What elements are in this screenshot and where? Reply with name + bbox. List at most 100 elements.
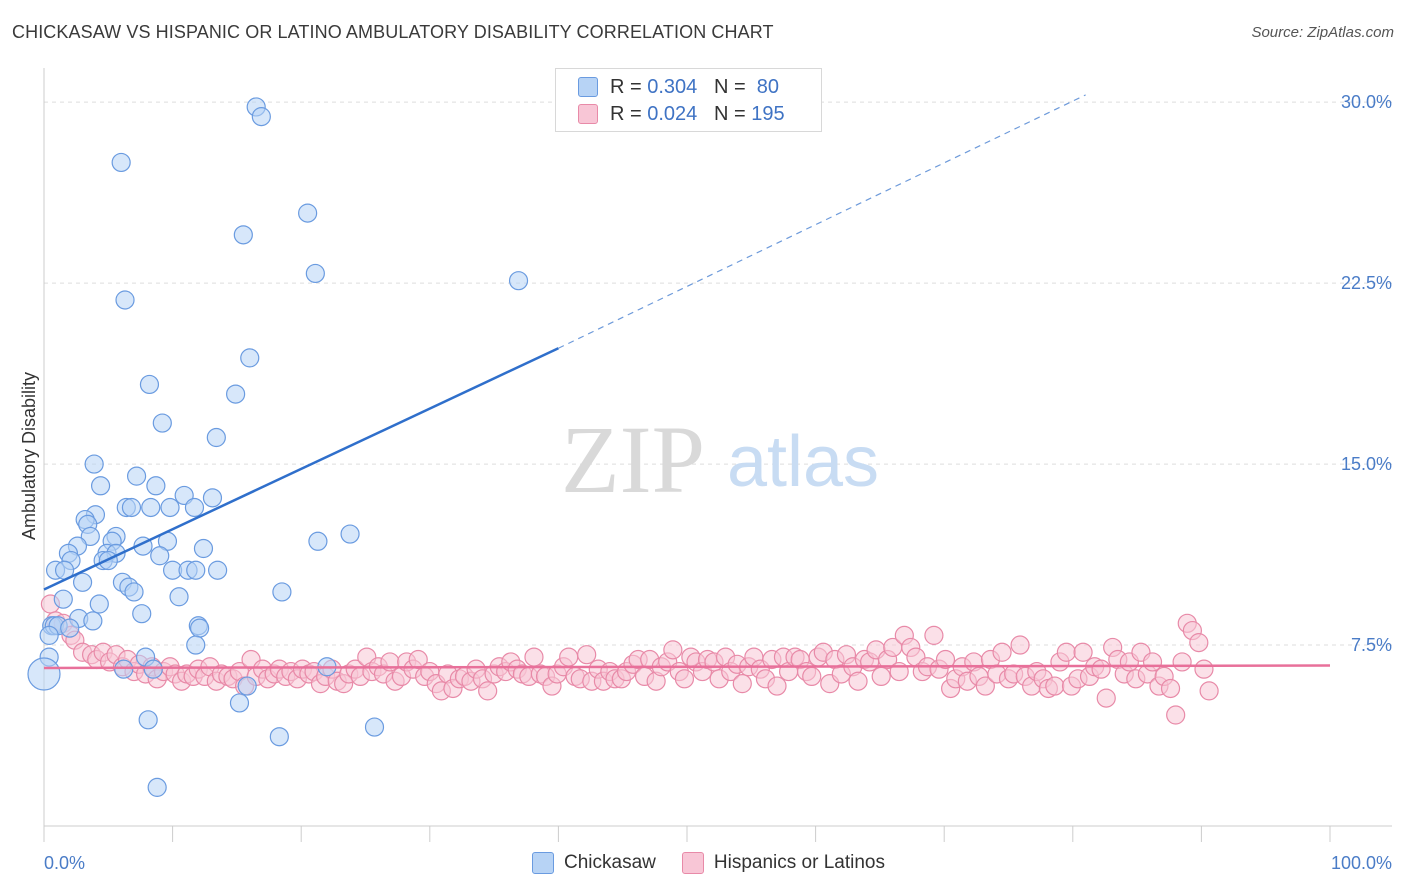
legend-swatch-hispanics <box>681 852 704 874</box>
axes <box>43 68 1392 842</box>
data-point-hispanics <box>1199 681 1219 701</box>
data-point-hispanics <box>1056 642 1076 662</box>
data-point-hispanics <box>1073 642 1093 662</box>
data-point-chickasaw <box>298 203 318 223</box>
legend-row-chickasaw: R = 0.304 N = 80 <box>578 74 779 100</box>
data-point-chickasaw <box>53 589 73 609</box>
data-point-hispanics <box>992 642 1012 662</box>
watermark-atlas: atlas <box>727 422 879 502</box>
data-point-chickasaw <box>364 717 385 737</box>
data-point-hispanics <box>524 647 544 667</box>
trend-lines <box>43 94 1331 670</box>
data-point-chickasaw <box>193 538 214 559</box>
data-point-hispanics <box>1189 633 1209 653</box>
series-chickasaw-points <box>27 97 529 797</box>
correlation-legend: R = 0.304 N = 80 R = 0.024 N = 195 <box>555 68 822 132</box>
data-point-chickasaw <box>190 618 210 638</box>
legend-r-value: 0.024 <box>647 102 698 125</box>
data-point-hispanics <box>1010 635 1030 655</box>
data-point-hispanics <box>1091 659 1111 679</box>
data-point-hispanics <box>1166 705 1186 725</box>
data-point-chickasaw <box>39 625 59 645</box>
legend-swatch-chickasaw <box>532 852 554 874</box>
data-point-hispanics <box>478 681 498 701</box>
legend-n-value: 195 <box>751 102 785 125</box>
data-point-hispanics <box>1142 652 1163 672</box>
trend-line-chickasaw <box>43 347 559 591</box>
data-point-chickasaw <box>124 582 144 602</box>
legend-n-value: 80 <box>756 75 780 98</box>
data-point-chickasaw <box>89 594 109 614</box>
data-point-chickasaw <box>233 225 253 245</box>
data-point-chickasaw <box>308 531 328 551</box>
data-point-chickasaw <box>226 384 246 404</box>
source-label: Source: ZipAtlas.com <box>1251 24 1394 41</box>
data-point-hispanics <box>1096 688 1116 708</box>
data-point-chickasaw <box>90 476 111 496</box>
data-point-chickasaw <box>60 618 80 638</box>
trend-line-hispanics <box>43 664 1331 670</box>
data-point-hispanics <box>848 671 868 691</box>
legend-swatch-pink <box>578 104 598 124</box>
data-point-chickasaw <box>240 348 260 368</box>
legend-item-hispanics: Hispanics or Latinos <box>681 852 885 874</box>
data-point-chickasaw <box>152 413 172 433</box>
legend-label-hispanics: Hispanics or Latinos <box>713 852 885 873</box>
data-point-hispanics <box>975 676 995 696</box>
data-point-chickasaw <box>237 676 257 696</box>
y-tick-label: 15.0% <box>1341 454 1392 474</box>
data-point-chickasaw <box>83 611 103 631</box>
data-point-hispanics <box>674 669 695 689</box>
data-point-hispanics <box>802 666 822 687</box>
x-tick-label-min: 0.0% <box>44 853 85 873</box>
data-point-hispanics <box>767 676 787 696</box>
data-point-hispanics <box>871 666 891 687</box>
data-point-hispanics <box>408 649 428 670</box>
data-point-chickasaw <box>115 290 135 310</box>
data-point-chickasaw <box>150 546 170 566</box>
data-point-chickasaw <box>184 497 205 518</box>
data-point-chickasaw <box>138 710 158 730</box>
trend-line-chickasaw-extension <box>558 94 1086 349</box>
data-point-chickasaw <box>80 526 100 547</box>
data-point-chickasaw <box>141 497 161 518</box>
data-point-hispanics <box>924 625 944 645</box>
chart-title: CHICKASAW VS HISPANIC OR LATINO AMBULATO… <box>12 22 774 42</box>
data-point-hispanics <box>1045 676 1065 696</box>
data-point-chickasaw <box>186 560 206 580</box>
data-point-chickasaw <box>272 582 292 602</box>
data-point-chickasaw <box>160 497 180 518</box>
data-point-chickasaw <box>139 374 160 395</box>
data-point-hispanics <box>1160 678 1181 699</box>
data-point-chickasaw <box>114 659 134 679</box>
data-point-chickasaw <box>186 635 206 655</box>
series-legend: Chickasaw Hispanics or Latinos <box>532 852 911 874</box>
legend-r-label: R = <box>610 102 642 125</box>
data-point-chickasaw <box>126 466 147 486</box>
data-point-chickasaw <box>305 263 325 284</box>
legend-row-hispanics: R = 0.024 N = 195 <box>578 101 785 127</box>
data-point-hispanics <box>577 645 597 665</box>
y-tick-label: 7.5% <box>1351 635 1392 655</box>
legend-label-chickasaw: Chickasaw <box>564 852 656 873</box>
data-point-chickasaw <box>132 604 152 624</box>
y-tick-label: 30.0% <box>1341 92 1392 112</box>
data-point-chickasaw <box>202 488 223 508</box>
data-point-chickasaw <box>208 560 228 580</box>
data-point-chickasaw <box>143 659 163 679</box>
legend-item-chickasaw: Chickasaw <box>532 852 656 874</box>
data-point-chickasaw <box>229 693 250 713</box>
data-point-chickasaw <box>27 657 61 691</box>
legend-r-label: R = <box>610 75 642 98</box>
data-point-hispanics <box>559 647 579 667</box>
data-point-chickasaw <box>111 152 131 173</box>
legend-n-label: N = <box>713 102 746 125</box>
legend-swatch-blue <box>578 77 598 97</box>
legend-n-label: N = <box>713 75 746 98</box>
x-tick-label-max: 100.0% <box>1331 853 1392 873</box>
data-point-hispanics <box>1172 652 1192 672</box>
watermark-zip: ZIP <box>561 406 705 513</box>
data-point-chickasaw <box>146 476 166 496</box>
y-axis-label: Ambulatory Disability <box>19 372 39 540</box>
